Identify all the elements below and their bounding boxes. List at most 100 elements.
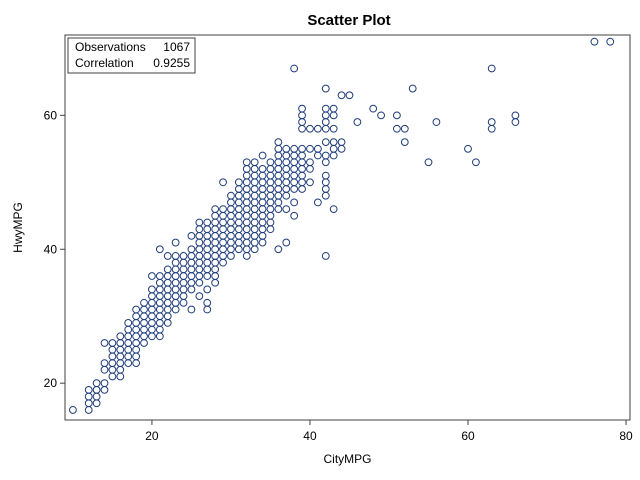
data-point	[321, 138, 330, 147]
x-axis-label: CityMPG	[324, 452, 372, 466]
data-point	[321, 84, 330, 93]
data-point	[163, 265, 172, 274]
data-point	[329, 205, 338, 213]
data-point	[432, 118, 441, 126]
x-axis: 20 40 60 80	[145, 420, 633, 443]
data-point	[274, 245, 283, 254]
data-point	[408, 84, 417, 93]
y-tick-label: 20	[44, 376, 58, 390]
data-point	[179, 252, 188, 260]
data-point	[472, 158, 480, 167]
y-axis: 20 40 60	[44, 108, 65, 390]
data-point	[392, 124, 401, 133]
data-point	[116, 332, 125, 341]
y-tick-label: 40	[44, 242, 58, 256]
data-point	[69, 406, 77, 414]
stats-inset: Observations 1067 Correlation 0.9255	[67, 37, 196, 74]
data-point	[306, 124, 314, 133]
data-point	[306, 178, 314, 187]
data-point	[100, 379, 109, 388]
data-point	[282, 205, 291, 213]
data-point	[313, 124, 322, 133]
data-point	[242, 158, 251, 167]
data-point	[377, 111, 385, 120]
data-point	[124, 319, 133, 327]
data-point	[424, 158, 433, 167]
data-point	[187, 305, 196, 314]
data-point	[203, 285, 212, 294]
data-point	[487, 64, 496, 73]
data-point	[219, 178, 227, 187]
data-point	[329, 124, 338, 133]
data-point	[258, 151, 267, 160]
observations-label: Observations	[75, 40, 146, 54]
data-point	[321, 104, 330, 113]
data-point	[290, 64, 299, 73]
y-axis-label: HwyMPG	[11, 202, 25, 253]
data-point	[108, 339, 117, 347]
data-point	[345, 91, 354, 100]
data-point	[234, 178, 243, 187]
data-point	[140, 298, 148, 307]
data-point	[132, 305, 141, 314]
data-point	[321, 252, 330, 260]
observations-value: 1067	[163, 40, 190, 54]
data-point	[227, 191, 235, 200]
data-point	[306, 158, 314, 167]
chart-title: Scatter Plot	[307, 12, 390, 29]
data-point	[148, 272, 156, 280]
data-point	[298, 144, 306, 153]
x-tick-label: 60	[461, 429, 475, 443]
data-point	[195, 292, 204, 301]
data-point	[329, 104, 338, 113]
data-point	[313, 198, 322, 207]
data-point	[313, 144, 322, 153]
data-point	[92, 379, 101, 388]
data-point	[163, 252, 172, 260]
data-point	[392, 111, 401, 120]
y-tick-label: 60	[44, 108, 58, 122]
data-point	[369, 104, 378, 113]
plot-frame	[64, 34, 631, 421]
data-point	[148, 285, 156, 294]
data-point	[329, 138, 338, 147]
data-point	[337, 91, 346, 100]
data-point	[274, 138, 283, 147]
data-point	[400, 124, 409, 133]
data-point	[203, 298, 212, 307]
data-point	[155, 245, 164, 254]
data-point	[400, 138, 409, 147]
data-point	[321, 171, 330, 180]
data-point	[258, 165, 267, 173]
data-point	[511, 111, 520, 120]
data-point	[219, 205, 227, 213]
stats-inset-box	[67, 37, 196, 74]
data-point	[290, 211, 299, 220]
points-layer	[69, 37, 615, 414]
data-point	[84, 385, 93, 394]
data-point	[290, 144, 299, 153]
correlation-value: 0.9255	[153, 56, 190, 70]
data-point	[187, 231, 196, 240]
data-point	[298, 104, 306, 113]
data-point	[282, 238, 291, 247]
data-point	[306, 144, 314, 153]
data-point	[211, 205, 220, 213]
data-point	[487, 118, 496, 126]
data-point	[282, 144, 291, 153]
correlation-label: Correlation	[75, 56, 134, 70]
data-point	[195, 218, 204, 227]
x-tick-label: 20	[145, 429, 159, 443]
data-point	[321, 151, 330, 160]
x-tick-label: 80	[619, 429, 633, 443]
data-point	[187, 245, 196, 254]
data-point	[171, 238, 180, 247]
data-point	[266, 158, 275, 167]
data-point	[353, 118, 362, 126]
data-point	[606, 37, 615, 46]
data-point	[290, 198, 299, 207]
data-point	[203, 218, 212, 227]
data-point	[100, 339, 109, 347]
data-point	[337, 138, 346, 147]
